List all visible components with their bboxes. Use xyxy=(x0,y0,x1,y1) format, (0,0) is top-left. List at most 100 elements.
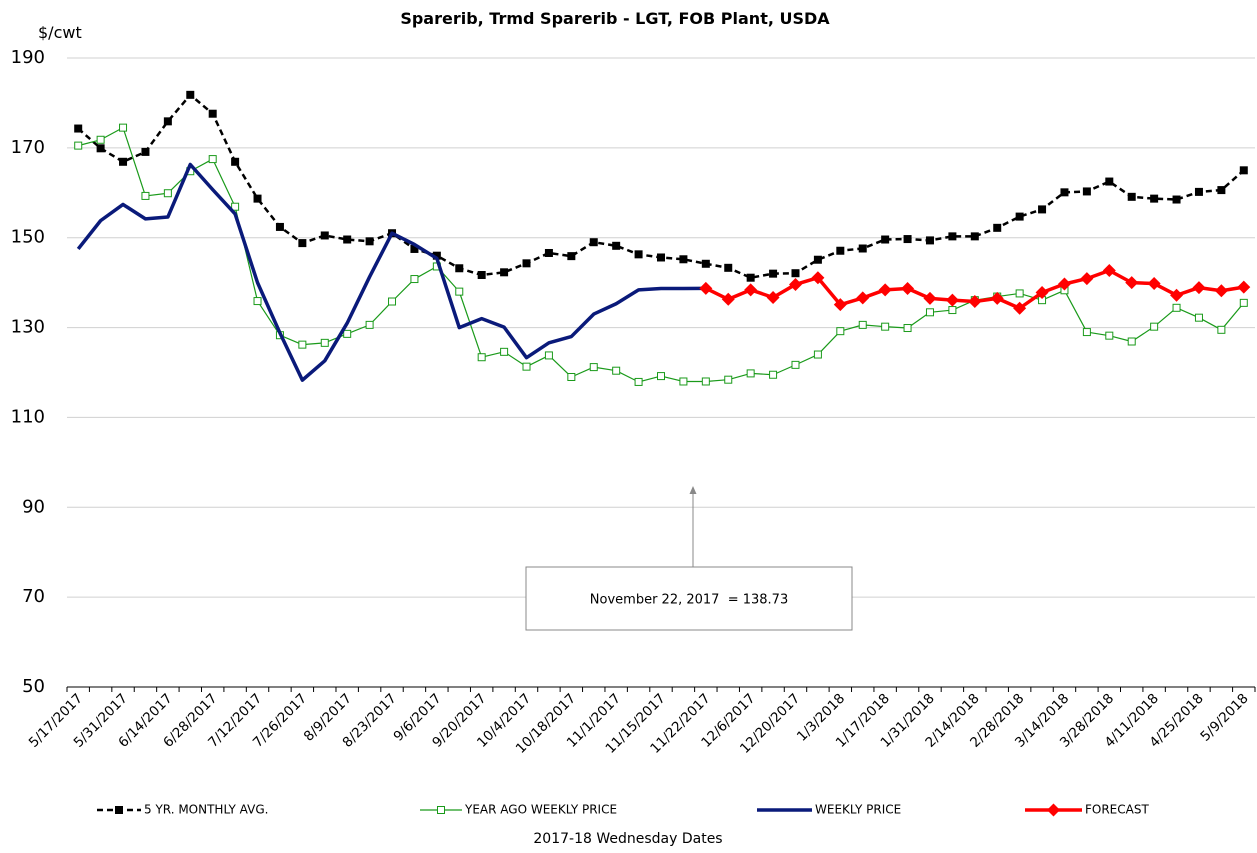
marker xyxy=(141,147,150,156)
marker xyxy=(925,308,934,317)
y-tick-label: 110 xyxy=(11,406,45,427)
legend-item: FORECAST xyxy=(1025,803,1149,817)
marker xyxy=(455,264,464,273)
marker xyxy=(567,252,576,261)
marker xyxy=(186,90,195,99)
marker xyxy=(74,124,83,133)
marker xyxy=(1038,205,1047,214)
marker xyxy=(1237,280,1251,294)
x-tick-label: 5/9/2018 xyxy=(1197,691,1251,745)
marker xyxy=(701,259,710,268)
y-tick-label: 50 xyxy=(22,676,45,697)
marker xyxy=(836,246,845,255)
marker xyxy=(1035,286,1049,300)
marker xyxy=(1082,328,1091,337)
marker xyxy=(769,370,778,379)
marker xyxy=(679,377,688,386)
y-tick-label: 150 xyxy=(11,227,45,248)
marker xyxy=(990,291,1004,305)
annotation-arrow-head xyxy=(689,486,697,494)
marker xyxy=(208,155,217,164)
series-line xyxy=(76,162,706,382)
marker xyxy=(1105,331,1114,340)
marker xyxy=(119,123,128,132)
marker xyxy=(522,362,531,371)
marker xyxy=(903,235,912,244)
marker xyxy=(1015,212,1024,221)
legend-item: WEEKLY PRICE xyxy=(757,803,901,817)
marker xyxy=(365,237,374,246)
marker xyxy=(948,232,957,241)
marker xyxy=(544,351,553,360)
chart-title: Sparerib, Trmd Sparerib - LGT, FOB Plant… xyxy=(400,9,830,28)
marker xyxy=(1239,166,1248,175)
marker xyxy=(298,340,307,349)
marker xyxy=(320,338,329,347)
marker xyxy=(744,283,758,297)
marker xyxy=(901,281,915,295)
marker xyxy=(1127,337,1136,346)
marker xyxy=(119,157,128,166)
marker xyxy=(858,244,867,253)
y-tick-label: 70 xyxy=(22,586,45,607)
marker xyxy=(163,117,172,126)
marker xyxy=(455,287,464,296)
marker xyxy=(343,329,352,338)
marker xyxy=(1057,277,1071,291)
marker xyxy=(856,291,870,305)
marker xyxy=(410,275,419,284)
y-axis-unit: $/cwt xyxy=(38,23,82,42)
marker xyxy=(231,202,240,211)
marker xyxy=(1172,303,1181,312)
marker xyxy=(657,372,665,381)
marker xyxy=(432,251,441,260)
marker xyxy=(1150,194,1159,203)
marker xyxy=(1194,187,1203,196)
legend-marker xyxy=(115,806,123,814)
marker xyxy=(1080,272,1094,286)
marker xyxy=(96,144,105,153)
marker xyxy=(701,377,710,386)
marker xyxy=(96,135,105,144)
marker xyxy=(1015,289,1024,298)
marker xyxy=(208,109,217,118)
marker xyxy=(74,141,83,150)
marker xyxy=(766,290,780,304)
marker xyxy=(679,255,688,264)
marker xyxy=(388,297,397,306)
marker xyxy=(634,377,643,386)
marker xyxy=(903,324,912,333)
marker xyxy=(1060,188,1069,197)
marker xyxy=(858,320,867,329)
y-tick-label: 90 xyxy=(22,496,45,517)
legend-label: YEAR AGO WEEKLY PRICE xyxy=(464,803,617,817)
marker xyxy=(769,269,778,278)
marker xyxy=(878,283,892,297)
marker xyxy=(1082,187,1091,196)
marker xyxy=(881,322,890,331)
marker xyxy=(1192,281,1206,295)
legend-item: YEAR AGO WEEKLY PRICE xyxy=(420,803,617,817)
marker xyxy=(724,263,733,272)
annotation-text: November 22, 2017 = 138.73 xyxy=(590,593,788,608)
marker xyxy=(788,277,802,291)
annotation-box xyxy=(525,566,853,631)
marker xyxy=(813,350,822,359)
marker xyxy=(925,236,934,245)
marker xyxy=(968,295,982,309)
marker xyxy=(343,235,352,244)
y-tick-label: 170 xyxy=(11,137,45,158)
marker xyxy=(1105,177,1114,186)
marker xyxy=(298,239,307,248)
marker xyxy=(1217,186,1226,195)
marker xyxy=(833,298,847,312)
marker xyxy=(612,366,621,375)
marker xyxy=(945,293,959,307)
marker xyxy=(746,273,755,282)
marker xyxy=(500,347,509,356)
marker xyxy=(811,271,825,285)
marker xyxy=(500,268,509,277)
marker xyxy=(970,232,979,241)
y-tick-label: 130 xyxy=(11,317,45,338)
